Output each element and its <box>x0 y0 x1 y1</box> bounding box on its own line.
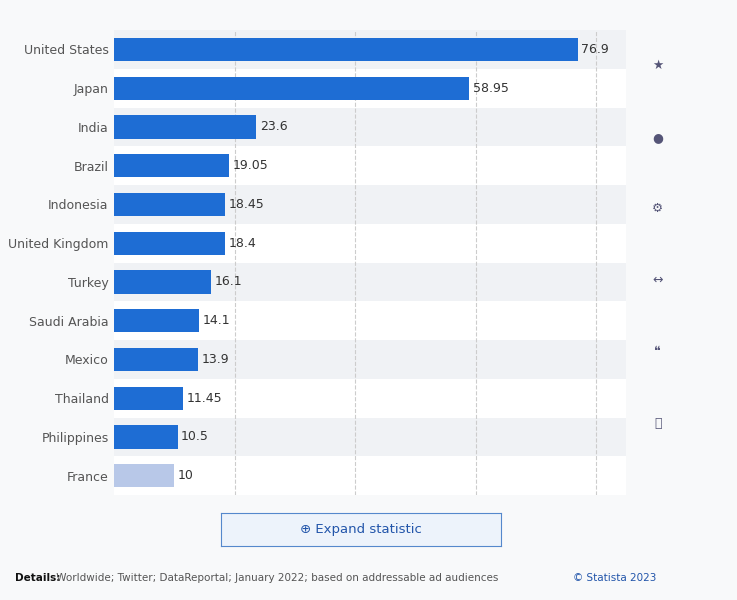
Text: Worldwide; Twitter; DataReportal; January 2022; based on addressable ad audience: Worldwide; Twitter; DataReportal; Januar… <box>53 573 498 583</box>
Text: 11.45: 11.45 <box>187 392 223 404</box>
Text: 18.4: 18.4 <box>228 236 256 250</box>
Text: ★: ★ <box>652 59 663 72</box>
Text: 19.05: 19.05 <box>233 159 268 172</box>
Bar <box>114 379 626 418</box>
Bar <box>114 232 225 255</box>
Bar <box>114 418 626 456</box>
Bar <box>114 30 626 69</box>
Bar <box>114 340 626 379</box>
Bar <box>114 185 626 224</box>
Bar <box>114 425 178 449</box>
Text: ⬛: ⬛ <box>654 417 662 430</box>
Bar <box>114 309 199 332</box>
Text: 16.1: 16.1 <box>215 275 242 289</box>
Text: ↔: ↔ <box>652 274 663 287</box>
Bar <box>114 154 229 177</box>
Bar <box>114 193 226 216</box>
Bar <box>114 146 626 185</box>
Bar <box>114 464 175 487</box>
Bar <box>114 270 212 293</box>
Bar <box>114 386 184 410</box>
Bar <box>114 107 626 146</box>
Text: 58.95: 58.95 <box>473 82 509 95</box>
Text: 14.1: 14.1 <box>203 314 231 327</box>
Bar <box>114 76 469 100</box>
Bar <box>114 456 626 495</box>
Text: 10.5: 10.5 <box>181 430 209 443</box>
Text: 76.9: 76.9 <box>581 43 609 56</box>
Text: ⊕ Expand statistic: ⊕ Expand statistic <box>300 523 422 536</box>
Text: 23.6: 23.6 <box>260 121 287 133</box>
Text: © Statista 2023: © Statista 2023 <box>573 573 656 583</box>
Text: ⚙: ⚙ <box>652 202 663 215</box>
Text: 18.45: 18.45 <box>229 198 265 211</box>
Text: ●: ● <box>652 131 663 144</box>
Bar <box>114 348 198 371</box>
Bar <box>114 69 626 107</box>
Bar <box>114 224 626 263</box>
Text: Details:: Details: <box>15 573 60 583</box>
Bar <box>114 38 578 61</box>
Bar <box>114 263 626 301</box>
Bar <box>114 115 256 139</box>
Bar <box>114 301 626 340</box>
Text: 10: 10 <box>178 469 194 482</box>
Text: ❝: ❝ <box>654 346 661 358</box>
Text: 13.9: 13.9 <box>202 353 229 366</box>
